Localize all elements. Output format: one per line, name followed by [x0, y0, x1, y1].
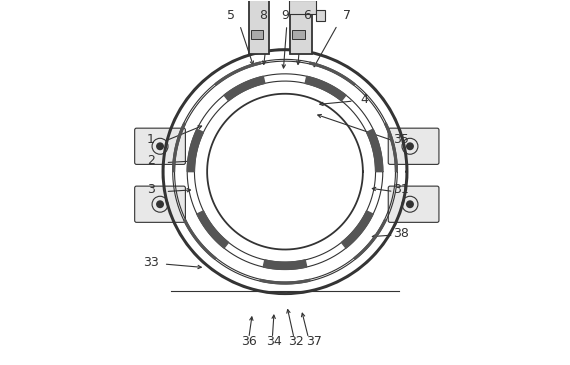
Polygon shape [354, 220, 386, 260]
Text: 33: 33 [143, 256, 159, 269]
Text: 34: 34 [266, 335, 282, 348]
Text: 36: 36 [241, 335, 256, 348]
Text: 1: 1 [147, 132, 155, 146]
Polygon shape [385, 123, 397, 172]
Circle shape [157, 201, 163, 207]
Polygon shape [197, 211, 229, 248]
Polygon shape [367, 129, 383, 172]
FancyBboxPatch shape [135, 128, 185, 164]
Circle shape [407, 201, 413, 207]
Circle shape [407, 143, 413, 150]
Text: 32: 32 [288, 335, 304, 348]
Text: 3: 3 [147, 183, 155, 196]
Circle shape [157, 143, 163, 150]
Bar [251, 30, 263, 39]
Bar [288, 0, 316, 14]
Text: 38: 38 [393, 227, 409, 240]
Text: 8: 8 [259, 9, 267, 22]
Bar [292, 30, 305, 39]
Bar [291, 0, 312, 54]
Text: 37: 37 [306, 335, 322, 348]
Polygon shape [341, 211, 373, 248]
Bar [249, 0, 268, 54]
FancyBboxPatch shape [135, 186, 185, 222]
Polygon shape [260, 279, 310, 284]
Text: 5: 5 [227, 9, 235, 22]
Text: 7: 7 [343, 9, 351, 22]
Polygon shape [173, 123, 185, 172]
Text: 31: 31 [393, 183, 409, 196]
Polygon shape [187, 129, 203, 172]
Bar [316, 11, 325, 21]
Text: 9: 9 [281, 9, 289, 22]
Text: 35: 35 [393, 132, 409, 146]
Polygon shape [263, 260, 307, 269]
FancyBboxPatch shape [388, 128, 439, 164]
Text: 6: 6 [303, 9, 311, 22]
Polygon shape [215, 62, 260, 85]
Text: 4: 4 [361, 93, 369, 106]
FancyBboxPatch shape [388, 186, 439, 222]
Polygon shape [305, 76, 346, 101]
Polygon shape [310, 62, 355, 85]
Polygon shape [184, 220, 216, 260]
Polygon shape [224, 76, 265, 101]
Text: 2: 2 [147, 154, 155, 167]
